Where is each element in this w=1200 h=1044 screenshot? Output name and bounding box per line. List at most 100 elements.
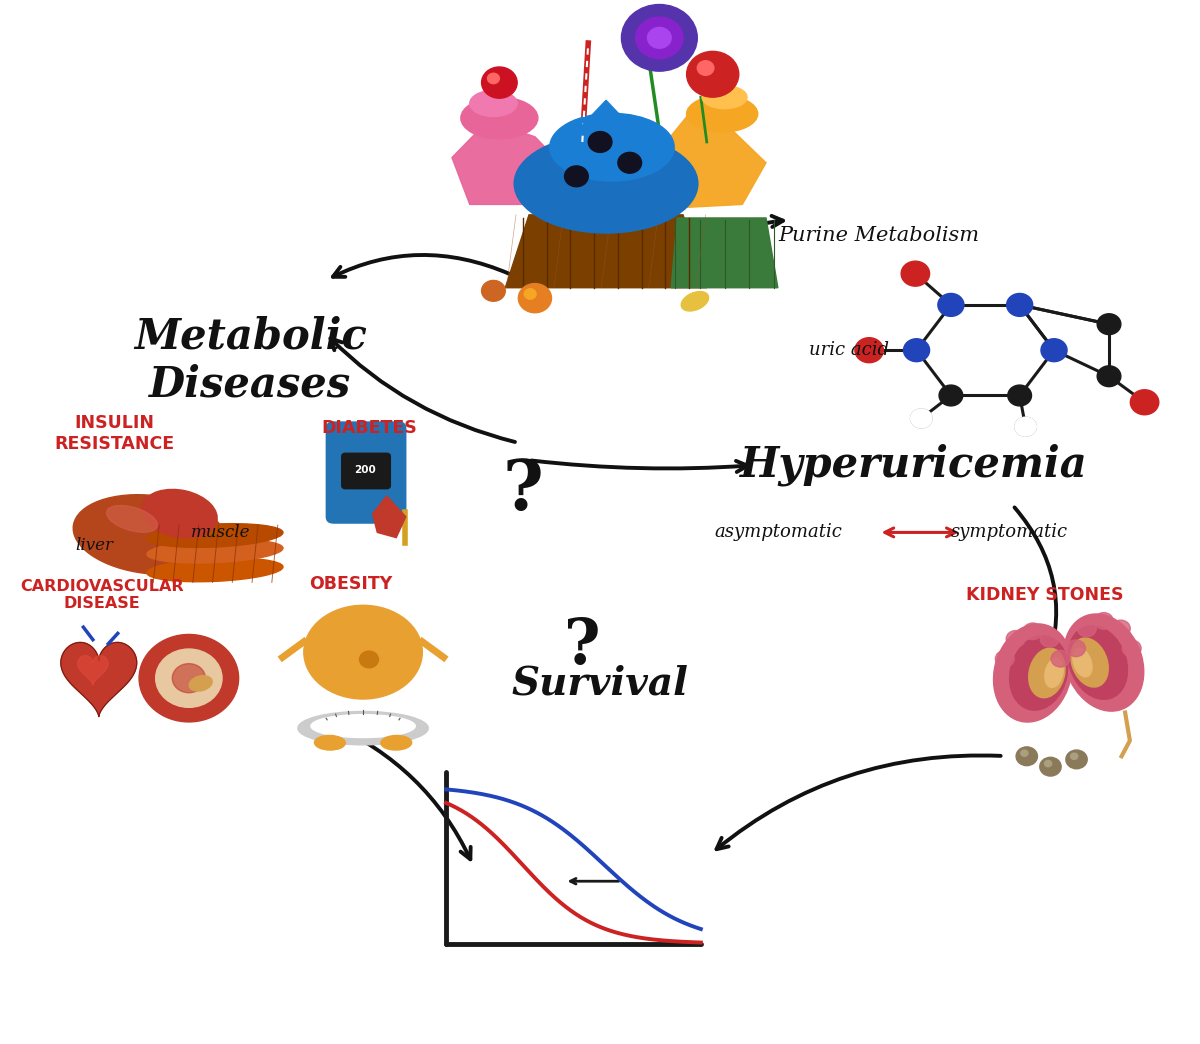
Ellipse shape	[469, 91, 517, 117]
Circle shape	[1044, 760, 1051, 766]
Ellipse shape	[146, 540, 283, 563]
Circle shape	[1040, 338, 1067, 361]
Circle shape	[481, 281, 505, 302]
Text: Survival: Survival	[511, 664, 689, 703]
Circle shape	[1008, 385, 1032, 406]
Circle shape	[1024, 623, 1042, 640]
Circle shape	[938, 293, 964, 316]
Circle shape	[636, 17, 683, 58]
Ellipse shape	[380, 735, 412, 750]
Ellipse shape	[514, 134, 698, 233]
Ellipse shape	[994, 624, 1072, 722]
Circle shape	[901, 261, 930, 286]
Circle shape	[686, 51, 739, 97]
Ellipse shape	[304, 606, 422, 699]
Polygon shape	[505, 215, 707, 288]
Circle shape	[173, 664, 205, 693]
Polygon shape	[61, 642, 137, 716]
Circle shape	[1066, 750, 1087, 768]
Polygon shape	[78, 656, 108, 685]
Polygon shape	[452, 121, 570, 205]
Text: Hyperuricemia: Hyperuricemia	[740, 444, 1088, 487]
Circle shape	[622, 4, 697, 71]
Ellipse shape	[107, 505, 157, 532]
Text: uric acid: uric acid	[809, 341, 889, 359]
Text: Purine Metabolism: Purine Metabolism	[778, 227, 979, 245]
Text: 200: 200	[354, 465, 377, 475]
Polygon shape	[654, 114, 766, 208]
Circle shape	[487, 73, 499, 84]
Ellipse shape	[1045, 659, 1063, 687]
Ellipse shape	[1070, 638, 1109, 687]
Circle shape	[156, 649, 222, 708]
Polygon shape	[671, 218, 778, 288]
Ellipse shape	[1028, 648, 1066, 697]
Circle shape	[1040, 631, 1060, 647]
Ellipse shape	[311, 715, 415, 737]
Circle shape	[1015, 418, 1037, 436]
Ellipse shape	[298, 712, 428, 744]
Ellipse shape	[1073, 648, 1092, 677]
Text: INSULIN
RESISTANCE: INSULIN RESISTANCE	[54, 414, 174, 453]
Circle shape	[1078, 620, 1097, 637]
Circle shape	[481, 67, 517, 98]
Circle shape	[1070, 753, 1078, 759]
Ellipse shape	[1064, 614, 1144, 711]
Text: OBESITY: OBESITY	[310, 575, 392, 593]
Circle shape	[1097, 314, 1121, 334]
Circle shape	[360, 651, 378, 668]
Ellipse shape	[146, 559, 283, 582]
Ellipse shape	[314, 735, 346, 750]
Circle shape	[854, 337, 883, 362]
Text: symptomatic: symptomatic	[950, 523, 1068, 542]
Text: Metabolic
Diseases: Metabolic Diseases	[134, 315, 367, 406]
Polygon shape	[576, 100, 636, 132]
Ellipse shape	[1009, 636, 1068, 710]
Ellipse shape	[686, 96, 757, 132]
Circle shape	[518, 284, 552, 313]
Circle shape	[524, 289, 536, 300]
Ellipse shape	[682, 291, 708, 311]
Circle shape	[1094, 613, 1114, 630]
Ellipse shape	[461, 97, 538, 139]
Circle shape	[995, 650, 1014, 667]
Circle shape	[1111, 620, 1130, 637]
FancyBboxPatch shape	[342, 453, 390, 489]
Circle shape	[904, 338, 930, 361]
Ellipse shape	[73, 495, 227, 574]
Circle shape	[1007, 631, 1025, 647]
Ellipse shape	[702, 86, 748, 109]
Circle shape	[1039, 757, 1061, 776]
Polygon shape	[372, 496, 406, 538]
Circle shape	[139, 635, 239, 721]
Text: DIABETES: DIABETES	[322, 420, 416, 437]
Ellipse shape	[1068, 625, 1128, 699]
Text: ?: ?	[503, 457, 544, 524]
Text: asymptomatic: asymptomatic	[714, 523, 842, 542]
Circle shape	[1007, 293, 1033, 316]
Text: CARDIOVASCULAR
DISEASE: CARDIOVASCULAR DISEASE	[20, 578, 184, 611]
Circle shape	[1122, 640, 1141, 657]
Circle shape	[697, 61, 714, 75]
Circle shape	[1067, 640, 1086, 657]
Circle shape	[618, 152, 642, 173]
Circle shape	[648, 27, 671, 48]
Circle shape	[911, 409, 932, 428]
Circle shape	[1097, 365, 1121, 386]
Ellipse shape	[142, 490, 217, 538]
Circle shape	[1130, 389, 1159, 414]
Text: muscle: muscle	[191, 524, 251, 541]
Circle shape	[1021, 750, 1028, 756]
FancyBboxPatch shape	[326, 422, 406, 523]
Circle shape	[588, 132, 612, 152]
Ellipse shape	[190, 675, 212, 691]
Text: liver: liver	[76, 538, 113, 554]
Circle shape	[940, 385, 962, 406]
Circle shape	[1051, 650, 1070, 667]
Ellipse shape	[146, 524, 283, 547]
Ellipse shape	[550, 114, 674, 181]
Text: KIDNEY STONES: KIDNEY STONES	[966, 586, 1123, 603]
Text: ?: ?	[564, 616, 600, 678]
Circle shape	[564, 166, 588, 187]
Circle shape	[1016, 746, 1038, 765]
